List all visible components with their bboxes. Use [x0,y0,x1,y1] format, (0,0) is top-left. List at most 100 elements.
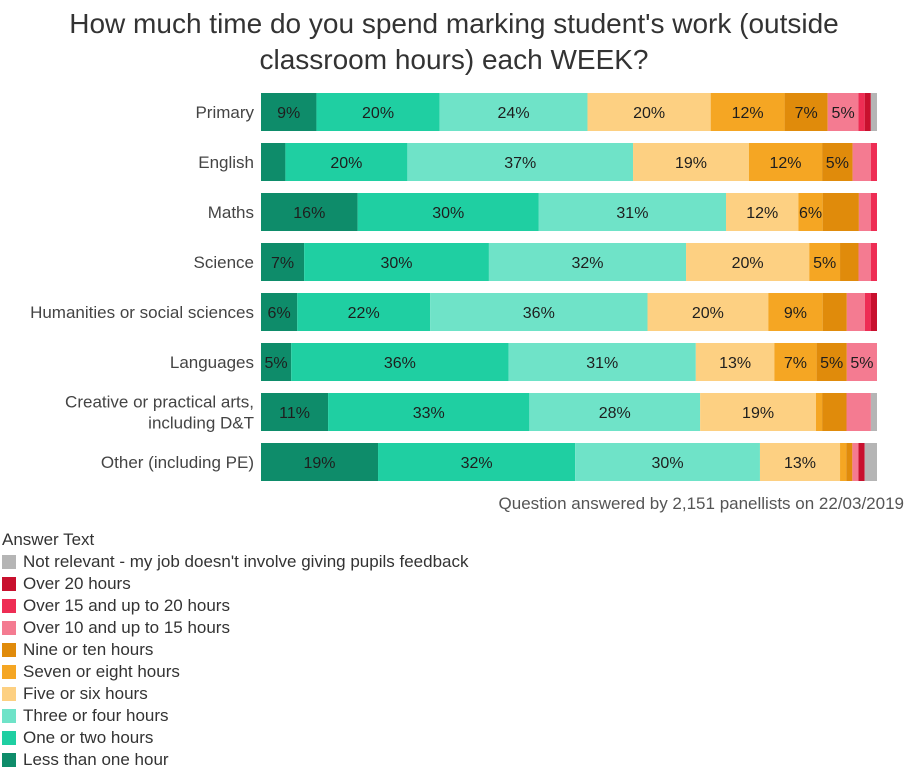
bar-segment [297,293,431,331]
category-label: Maths [208,203,254,222]
data-label: 36% [523,305,555,322]
data-label: 5% [820,355,843,372]
bar-segment [488,243,687,281]
bar-segment [538,193,727,231]
data-label: 24% [498,105,530,122]
legend-swatch [2,665,16,679]
category-label: English [198,153,254,172]
bar-segment [870,93,877,131]
legend-item: Over 10 and up to 15 hours [2,617,469,639]
bar-segment [759,443,841,481]
data-label: 19% [675,155,707,172]
data-label: 11% [279,405,310,422]
bar-segment [647,293,769,331]
data-label: 5% [813,255,836,272]
bar-segment [768,293,823,331]
data-label: 9% [784,305,807,322]
bar-segment [846,443,853,481]
bar-segment [575,443,760,481]
bar-segment [261,443,379,481]
bar-segment [726,193,799,231]
legend-item: Five or six hours [2,683,469,705]
bar-segment [328,393,530,431]
bar-segment [858,93,865,131]
data-label: 31% [586,355,618,372]
bar-segment [710,93,785,131]
bar-segment [822,293,847,331]
bar-segment [748,143,823,181]
bar-segment [430,293,648,331]
bar-segment [858,193,871,231]
legend-label: Seven or eight hours [23,662,180,681]
data-label: 7% [784,355,807,372]
bar-segment [285,143,408,181]
data-label: 31% [616,205,648,222]
bar-segment [870,243,877,281]
legend-swatch [2,687,16,701]
legend: Answer Text Not relevant - my job doesn'… [2,530,469,771]
data-label: 20% [692,305,724,322]
bar-segment [870,393,877,431]
category-label: Creative or practical arts, including D&T [65,393,254,433]
bar-segment [633,143,749,181]
legend-swatch [2,577,16,591]
legend-items: Not relevant - my job doesn't involve gi… [2,551,469,771]
bar-segment [827,93,859,131]
bar-segment [378,443,576,481]
legend-title: Answer Text [2,530,95,549]
bar-segment [439,93,588,131]
bar-segment [870,143,877,181]
data-label: 33% [413,405,445,422]
bar-segment [261,243,305,281]
legend-label: Less than one hour [23,750,169,769]
category-label: Other (including PE) [101,453,254,472]
data-label: 32% [571,255,603,272]
legend-swatch [2,731,16,745]
data-label: 20% [633,105,665,122]
bar-segment [784,93,828,131]
chart-title: How much time do you spend marking stude… [0,6,908,78]
data-label: 12% [732,105,764,122]
stacked-bar-chart: Primary 9% 20% 24% 20% 12% 7% 5% English 20% 37% 19… [30,93,877,481]
data-label: 13% [784,455,816,472]
legend-label: Nine or ten hours [23,640,154,659]
bar-segment [261,143,286,181]
bar-segment [864,443,877,481]
chart-title-line: How much time do you spend marking stude… [69,8,839,39]
bar-segment [304,243,489,281]
data-label: 9% [277,105,300,122]
bar-segment [846,343,877,381]
data-label: 28% [599,405,631,422]
legend-item: Nine or ten hours [2,639,469,661]
data-label: 22% [348,305,380,322]
legend-item: One or two hours [2,727,469,749]
legend-label: Five or six hours [23,684,148,703]
legend-item: Less than one hour [2,749,469,771]
data-label: 7% [271,255,294,272]
bar-segment [858,243,871,281]
legend-swatch [2,643,16,657]
bar-segment [357,193,539,231]
data-label: 20% [362,105,394,122]
data-label: 20% [732,255,764,272]
bar-segment [587,93,711,131]
data-label: 12% [769,155,801,172]
bar-segment [261,343,292,381]
bar-segment [864,293,871,331]
bar-segment [700,393,817,431]
bar-segment [846,293,865,331]
bar-segment [407,143,634,181]
bar-segment [840,443,847,481]
legend-swatch [2,753,16,767]
bar-segment [261,193,358,231]
bar-segment [870,193,877,231]
legend-item: Over 15 and up to 20 hours [2,595,469,617]
bar-segment [529,393,701,431]
category-label: Primary [195,103,254,122]
data-label: 6% [268,305,291,322]
legend-item: Not relevant - my job doesn't involve gi… [2,551,469,573]
data-label: 7% [795,105,818,122]
data-label: 20% [330,155,362,172]
data-label: 16% [293,205,325,222]
bar-segment [852,143,871,181]
